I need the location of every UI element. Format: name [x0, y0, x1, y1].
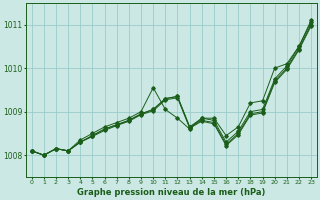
X-axis label: Graphe pression niveau de la mer (hPa): Graphe pression niveau de la mer (hPa): [77, 188, 266, 197]
